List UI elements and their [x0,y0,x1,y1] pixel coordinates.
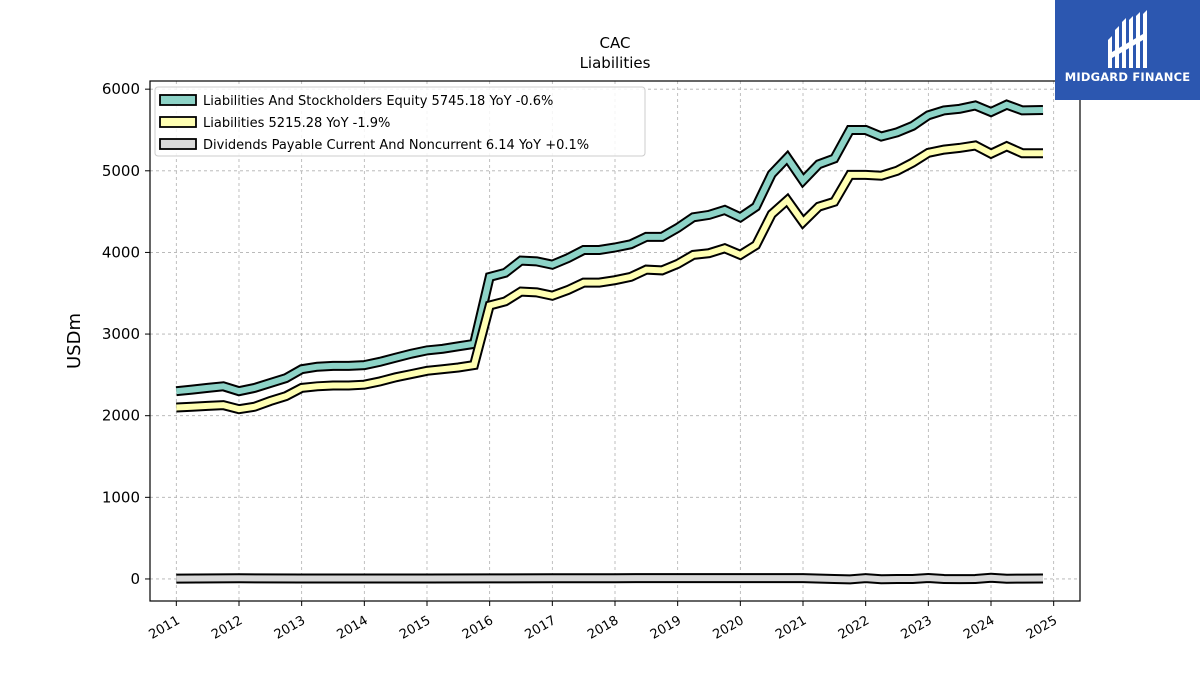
x-tick-label: 2013 [272,613,308,643]
series-line-liabilities [176,142,1043,413]
x-tick-label: 2018 [585,613,621,643]
brand-mark-icon [1108,10,1147,68]
legend-label-liabilities-and-stockholders-equity: Liabilities And Stockholders Equity 5745… [203,94,553,109]
series-line-dividends-payable-current-and-noncurrent [176,574,1044,583]
legend-label-dividends-payable-current-and-noncurrent: Dividends Payable Current And Noncurrent… [203,138,589,153]
y-tick-label: 3000 [102,325,140,343]
y-tick-label: 5000 [102,162,140,180]
series-layer [175,99,1044,585]
legend-swatch-liabilities-and-stockholders-equity [159,94,197,106]
x-tick-label: 2012 [209,613,245,643]
x-tick-label: 2019 [648,613,684,643]
x-tick-label: 2016 [460,613,496,643]
x-tick-label: 2024 [961,613,997,643]
y-axis-label: USDm [64,313,85,369]
series-line-liabilities-and-stockholders-equity [175,101,1044,395]
brand-name: MIDGARD FINANCE [1064,70,1191,84]
y-tick-label: 6000 [102,80,140,98]
x-tick-label: 2014 [334,613,370,643]
y-tick-label: 2000 [102,407,140,425]
legend-box [154,86,646,157]
x-tick-label: 2023 [899,613,935,643]
x-tick-label: 2025 [1024,613,1060,643]
legend-label-liabilities: Liabilities 5215.28 YoY -1.9% [203,116,390,131]
chart-title: CAC [600,34,631,52]
legend-swatch-liabilities [159,116,197,128]
x-tick-label: 2015 [397,613,433,643]
legend: Liabilities And Stockholders Equity 5745… [154,86,646,157]
legend-swatch-dividends-payable-current-and-noncurrent [159,138,197,150]
chart-subtitle: Liabilities [580,54,651,72]
y-tick-label: 4000 [102,243,140,261]
legend-entries: Liabilities And Stockholders Equity 5745… [159,94,589,153]
y-tick-label: 1000 [102,488,140,506]
y-tick-label: 0 [130,570,140,588]
x-tick-label: 2022 [836,613,872,643]
x-tick-label: 2021 [773,613,809,643]
grid-layer [150,81,1080,601]
brand-logo: MIDGARD FINANCE [1055,0,1200,100]
x-tick-label: 2017 [523,613,559,643]
x-tick-label: 2020 [711,613,747,643]
x-tick-label: 2011 [146,613,182,643]
